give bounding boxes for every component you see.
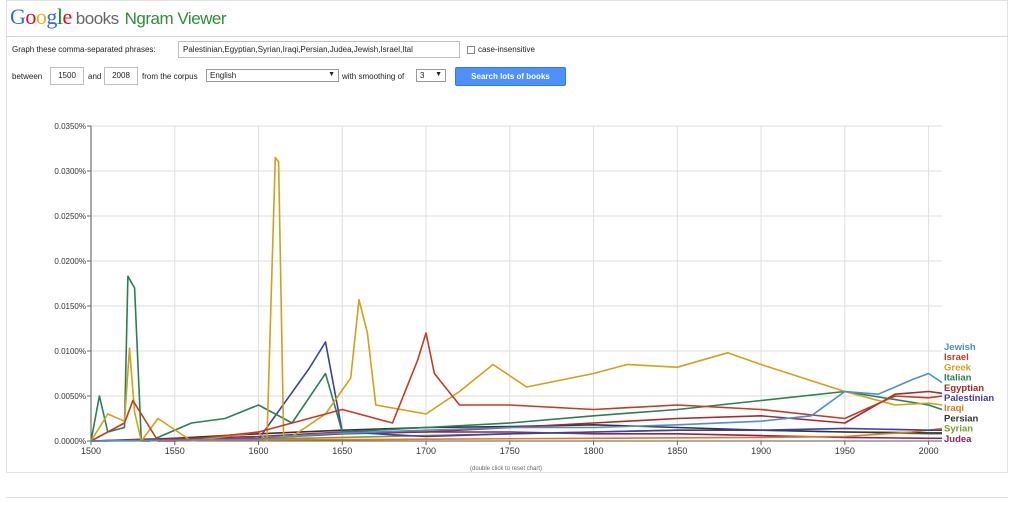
phrases-label: Graph these comma-separated phrases:	[12, 45, 156, 54]
start-year-input[interactable]: 1500	[50, 67, 84, 85]
google-books-logo[interactable]: Google books Ngram Viewer	[10, 4, 227, 30]
case-insensitive-label: case-insensitive	[478, 45, 535, 54]
chevron-down-icon: ▼	[435, 71, 442, 78]
corpus-label: from the corpus	[142, 72, 198, 81]
and-label: and	[88, 72, 102, 81]
smoothing-value: 3	[420, 71, 425, 80]
end-year-input[interactable]: 2008	[104, 67, 138, 85]
phrases-input[interactable]: Palestinian,Egyptian,Syrian,Iraqi,Persia…	[178, 41, 460, 58]
search-button[interactable]: Search lots of books	[455, 67, 566, 86]
google-logo-text: Google	[10, 4, 72, 29]
books-text: books	[75, 9, 119, 28]
corpus-select[interactable]: English ▼	[206, 69, 339, 82]
smoothing-select[interactable]: 3 ▼	[416, 69, 446, 82]
app-name: Ngram Viewer	[124, 9, 227, 28]
chevron-down-icon: ▼	[328, 71, 335, 78]
case-insensitive-checkbox[interactable]	[467, 46, 475, 54]
reset-chart-hint: (double click to reset chart)	[470, 466, 543, 472]
header-divider	[6, 36, 1008, 37]
footer-divider	[6, 497, 1008, 498]
smoothing-label: with smoothing of	[342, 72, 405, 81]
between-label: between	[12, 72, 43, 81]
app-frame	[6, 0, 1008, 473]
corpus-value: English	[210, 71, 237, 80]
